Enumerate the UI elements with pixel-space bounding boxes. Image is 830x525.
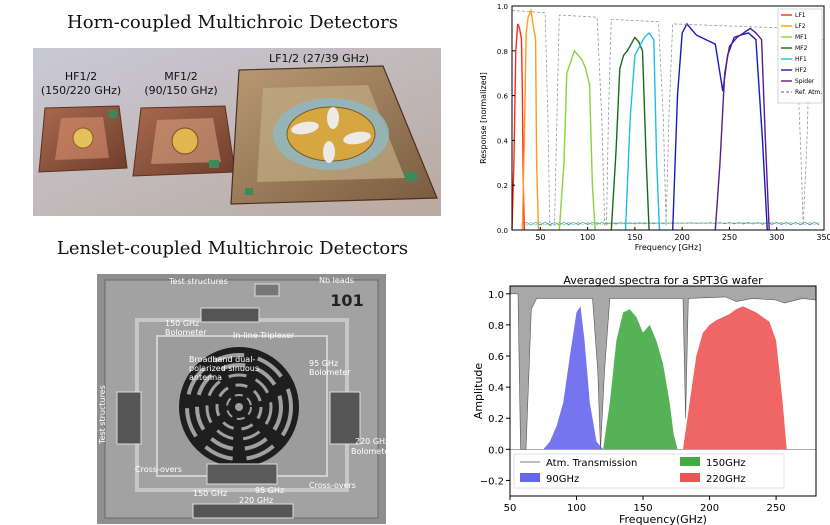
chart1-ytick-label: 0.6 bbox=[497, 93, 509, 101]
chart2-title: Averaged spectra for a SPT3G wafer bbox=[563, 274, 763, 287]
bottom-150-label: 150 GHz bbox=[193, 489, 227, 498]
nb-lead-pad bbox=[254, 283, 280, 297]
chart2-ytick-label: 0.8 bbox=[488, 321, 504, 332]
hf-label-line1: HF1/2 bbox=[65, 70, 97, 83]
chart1-xtick-label: 150 bbox=[627, 233, 642, 242]
sinuous-antenna bbox=[179, 347, 299, 467]
chart2-legend-label: Atm. Transmission bbox=[546, 458, 637, 469]
cross-overs-left-label: Cross-overs bbox=[135, 465, 182, 474]
mf-chip bbox=[132, 105, 236, 177]
antenna-label-line3: antenna bbox=[189, 373, 222, 382]
bolometer-bottom bbox=[192, 503, 294, 519]
bottom-95-label: 95 GHz bbox=[255, 486, 284, 495]
chart1-xlabel: Frequency [GHz] bbox=[635, 243, 702, 252]
bolometer-left bbox=[116, 391, 142, 445]
chart2-area-150ghz bbox=[603, 309, 678, 450]
chart1-series-mf2 bbox=[610, 36, 650, 231]
chart1-ytick-label: 0.0 bbox=[497, 227, 508, 235]
bolometer-95-label-line2: Bolometer bbox=[309, 368, 351, 377]
test-structures-top-label: Test structures bbox=[168, 277, 228, 286]
bolometer-95-label-line1: 95 GHz bbox=[309, 359, 338, 368]
bolometer-220-label-line2: Bolometer bbox=[351, 447, 386, 456]
bolometer-150-label-line2: Bolometer bbox=[165, 328, 207, 337]
hf-chip bbox=[38, 105, 128, 173]
horn-coupled-photo: HF1/2 (150/220 GHz) MF1/2 (90/150 GHz) L… bbox=[33, 48, 441, 216]
chart2-legend-label: 90GHz bbox=[546, 474, 579, 485]
chart2-ylabel: Amplitude bbox=[472, 363, 485, 420]
test-structures-side-label: Test structures bbox=[98, 385, 107, 445]
bolometer-150-label-line1: 150 GHz bbox=[165, 319, 199, 328]
lenslet-coupled-photo: 101 Test structures Nb leads 150 GHz Bol… bbox=[97, 274, 386, 524]
chart1-series-lf2 bbox=[521, 7, 540, 231]
chart2-ytick-label: −0.2 bbox=[480, 476, 504, 487]
chart1-series-spider bbox=[714, 27, 770, 231]
chart1-legend-box bbox=[777, 8, 823, 104]
chart1-ytick-label: 0.8 bbox=[497, 48, 508, 56]
chart2-legend-swatch bbox=[680, 457, 700, 466]
chart1-legend-label: Ref. Atm. bbox=[795, 89, 822, 96]
chart1-ytick-label: 0.4 bbox=[497, 137, 509, 145]
chart1-xtick-label: 50 bbox=[535, 233, 545, 242]
bolometer-220-label-line1: 220 GHz bbox=[355, 437, 386, 446]
chart1-legend-label: MF1 bbox=[795, 34, 808, 41]
chart1-legend-label: LF2 bbox=[795, 23, 806, 30]
chart1-ylabel: Response [normalized] bbox=[479, 72, 488, 164]
bottom-220-label: 220 GHz bbox=[239, 496, 273, 505]
triplexer-label: In-line Triplexer bbox=[233, 331, 295, 340]
mf-label-line1: MF1/2 bbox=[164, 70, 198, 83]
chart1-series-ref-atm- bbox=[511, 10, 824, 226]
chart1-series-mf1 bbox=[558, 49, 596, 231]
chart1-xtick-label: 200 bbox=[675, 233, 690, 242]
chart2-ytick-label: 0.2 bbox=[488, 414, 504, 425]
detector-response-chart: 50 100 150 200 250 300 350 0.0 0.2 0.4 0.6 0.8 1.0 L… bbox=[479, 3, 830, 252]
chart2-legend-swatch bbox=[680, 473, 700, 482]
mf-label-line2: (90/150 GHz) bbox=[144, 84, 217, 97]
chart2-xtick-label: 50 bbox=[504, 503, 517, 514]
chart1-legend-label: HF1 bbox=[795, 56, 807, 63]
chart2-ytick-label: 0.6 bbox=[488, 352, 504, 363]
chart2-xtick-label: 200 bbox=[700, 503, 719, 514]
lf-label: LF1/2 (27/39 GHz) bbox=[269, 52, 369, 65]
horn-heading: Horn-coupled Multichroic Detectors bbox=[67, 12, 398, 33]
chart1-series-hf2 bbox=[672, 22, 768, 231]
cross-overs-right-label: Cross-overs bbox=[309, 481, 356, 490]
lenslet-heading: Lenslet-coupled Multichroic Detectors bbox=[56, 238, 409, 259]
chart1-legend-label: HF2 bbox=[795, 67, 807, 74]
chart1-legend-label: Spider bbox=[795, 78, 815, 85]
spt3g-spectra-chart: 50 100 150 200 250 −0.2 0.0 0.2 0.4 0.6 0.8 1.0 Atm… bbox=[472, 274, 817, 525]
hf-label-line2: (150/220 GHz) bbox=[41, 84, 121, 97]
chart1-xtick-label: 300 bbox=[769, 233, 784, 242]
chart2-xtick-label: 150 bbox=[633, 503, 652, 514]
bolometer-150-top bbox=[200, 307, 260, 323]
chart1-xtick-label: 250 bbox=[722, 233, 737, 242]
lf-chip bbox=[230, 65, 438, 205]
chart1-xtick-label: 100 bbox=[580, 233, 595, 242]
chart1-baseline-noise bbox=[521, 221, 820, 226]
chart1-ytick-label: 0.2 bbox=[497, 182, 508, 190]
chart2-legend-label: 220GHz bbox=[706, 474, 746, 485]
wafer-number: 101 bbox=[330, 291, 363, 310]
chart2-xtick-label: 100 bbox=[567, 503, 586, 514]
chart2-ytick-label: 0.0 bbox=[488, 445, 504, 456]
chart2-area-90ghz bbox=[543, 306, 604, 450]
chart1-series-hf1 bbox=[624, 31, 661, 231]
chart1-xtick-label: 350 bbox=[816, 233, 830, 242]
nb-leads-label: Nb leads bbox=[319, 276, 354, 285]
antenna-label-line2: polarized sinuous bbox=[189, 364, 259, 373]
bottom-filter-bank bbox=[206, 463, 278, 485]
chart2-xtick-label: 250 bbox=[767, 503, 786, 514]
chart2-xlabel: Frequency(GHz) bbox=[619, 513, 707, 525]
chart1-series-lf1 bbox=[511, 23, 525, 231]
chart1-legend-label: MF2 bbox=[795, 45, 808, 52]
chart2-legend-box bbox=[513, 453, 785, 489]
chart2-ytick-label: 1.0 bbox=[488, 290, 504, 301]
chart1-ytick-label: 1.0 bbox=[497, 3, 508, 11]
antenna-label-line1: Broadband dual- bbox=[189, 355, 255, 364]
chart1-legend-label: LF1 bbox=[795, 12, 806, 19]
chart2-legend-swatch bbox=[520, 473, 540, 482]
chart2-ytick-label: 0.4 bbox=[488, 383, 504, 394]
chart2-legend-label: 150GHz bbox=[706, 458, 746, 469]
bolometer-95-right bbox=[329, 391, 361, 445]
chart2-area-220ghz bbox=[683, 306, 787, 450]
